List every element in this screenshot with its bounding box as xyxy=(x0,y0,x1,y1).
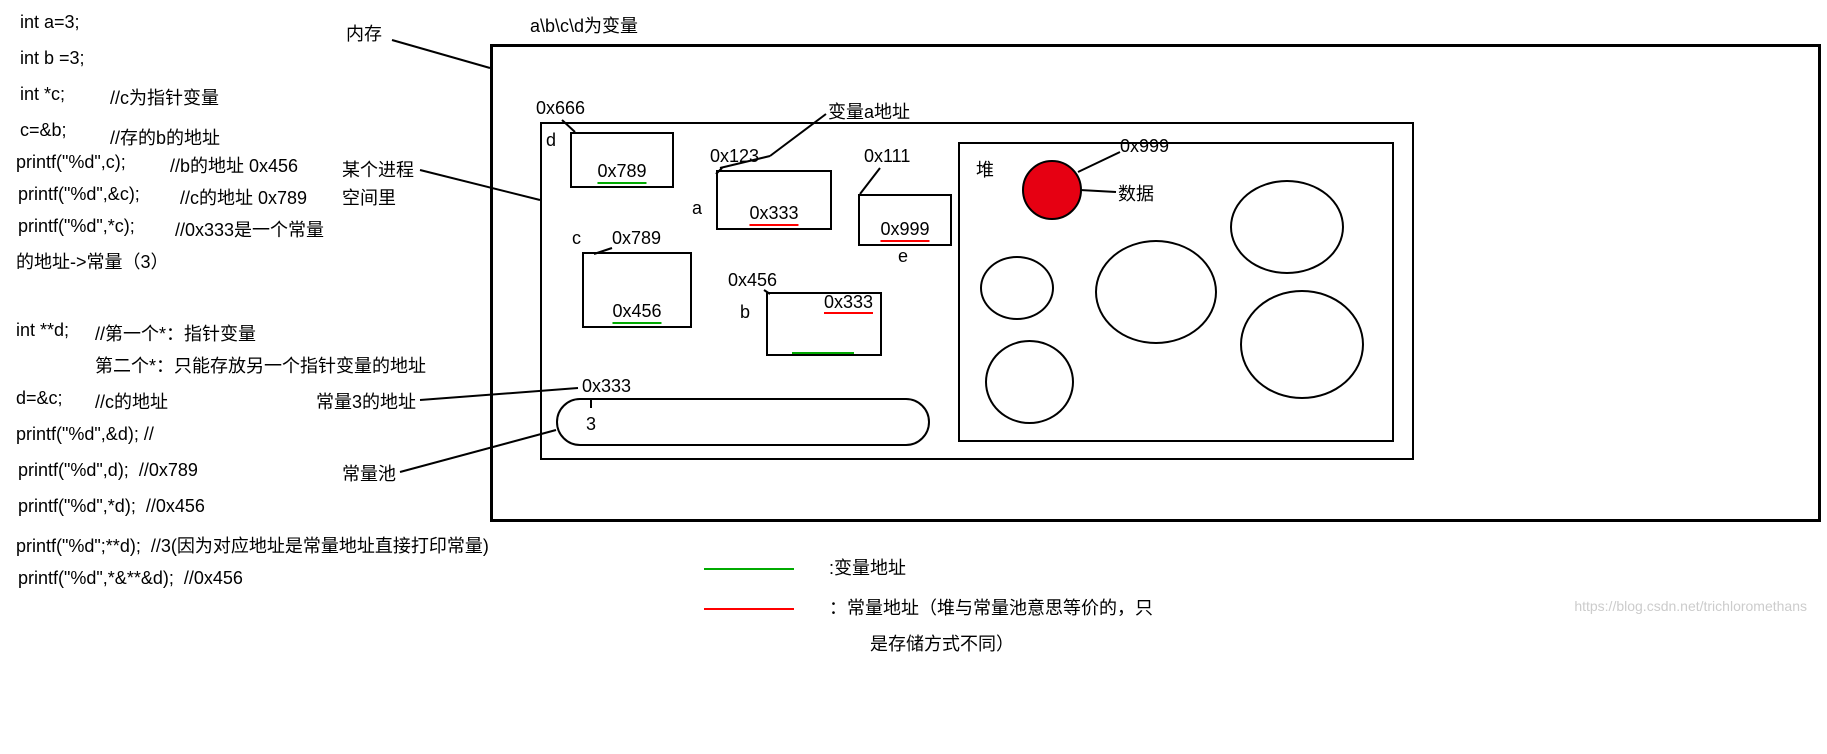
box-b-green-ul xyxy=(792,352,854,354)
box-d: 0x789 xyxy=(570,132,674,188)
heap-red-circle xyxy=(1022,160,1082,220)
code-l5a: printf("%d",c); xyxy=(16,152,126,173)
code-l9b: //第一个*：指针变量 xyxy=(95,320,256,346)
heap-circle-4 xyxy=(1240,290,1364,399)
box-d-addr: 0x666 xyxy=(536,98,585,119)
box-a-addr: 0x123 xyxy=(710,146,759,167)
box-e: 0x999 xyxy=(858,194,952,246)
code-l5b: //b的地址 0x456 xyxy=(170,152,298,178)
code-l1: int a=3; xyxy=(20,12,80,33)
const-value: 3 xyxy=(586,414,596,435)
heap-circle-3 xyxy=(1095,240,1217,344)
code-l7a: printf("%d",*c); xyxy=(18,216,135,237)
legend-green-line xyxy=(704,568,794,570)
const-addr-label: 常量3的地址 xyxy=(316,388,416,414)
topnote-label: a\b\c\d为变量 xyxy=(530,12,638,38)
code-l12: printf("%d",&d); // xyxy=(16,424,154,445)
heap-addr-label: 0x999 xyxy=(1120,136,1169,157)
const-addr-text: 0x333 xyxy=(582,376,631,397)
box-c-value: 0x456 xyxy=(612,301,661,324)
box-a-value: 0x333 xyxy=(749,203,798,226)
code-l4b: //存的b的地址 xyxy=(110,124,220,150)
code-l7b: //0x333是一个常量 xyxy=(175,216,324,242)
legend-green-text: :变量地址 xyxy=(829,558,906,578)
heap-circle-1 xyxy=(1230,180,1344,274)
legend-red-row: ：常量地址（堆与常量池意思等价的，只 xyxy=(704,594,1153,620)
const-pool-label: 常量池 xyxy=(342,460,396,486)
legend-red-text: ：常量地址（堆与常量池意思等价的，只 xyxy=(829,598,1153,618)
code-l3b: //c为指针变量 xyxy=(110,84,219,110)
code-l11a: d=&c; xyxy=(16,388,63,409)
memory-label: 内存 xyxy=(346,20,382,46)
box-a: 0x333 xyxy=(716,170,832,230)
code-l3a: int *c; xyxy=(20,84,65,105)
heap-label: 堆 xyxy=(976,156,994,182)
code-l15: printf("%d";**d); //3(因为对应地址是常量地址直接打印常量) xyxy=(16,532,489,558)
box-b-value: 0x333 xyxy=(824,292,873,314)
code-l16: printf("%d",*&**&d); //0x456 xyxy=(18,568,243,589)
code-l6b: //c的地址 0x789 xyxy=(180,184,307,210)
box-b: 0x333 xyxy=(766,292,882,356)
box-b-name: b xyxy=(740,302,750,323)
var-a-addr-label: 变量a地址 xyxy=(828,98,910,124)
heap-circle-2 xyxy=(980,256,1054,320)
box-c-addr: 0x789 xyxy=(612,228,661,249)
process-space-label: 空间里 xyxy=(342,184,396,210)
code-l2: int b =3; xyxy=(20,48,85,69)
watermark-text: https://blog.csdn.net/trichloromethans xyxy=(1574,598,1807,614)
legend-red-line xyxy=(704,608,794,610)
code-l8: 的地址->常量（3） xyxy=(16,248,169,274)
code-l9a: int **d; xyxy=(16,320,69,341)
box-e-addr: 0x111 xyxy=(864,146,910,167)
code-l11b: //c的地址 xyxy=(95,388,168,414)
process-label: 某个进程 xyxy=(342,156,414,182)
box-c: 0x456 xyxy=(582,252,692,328)
code-l10: 第二个*：只能存放另一个指针变量的地址 xyxy=(95,352,426,378)
const-pool-pill xyxy=(556,398,930,446)
code-l6a: printf("%d",&c); xyxy=(18,184,140,205)
box-d-value: 0x789 xyxy=(597,161,646,184)
code-l14: printf("%d",*d); //0x456 xyxy=(18,496,205,517)
const-tick xyxy=(590,398,592,408)
box-b-addr: 0x456 xyxy=(728,270,777,291)
box-d-name: d xyxy=(546,130,556,151)
box-c-name: c xyxy=(572,228,581,249)
box-a-name: a xyxy=(692,198,702,219)
box-e-name: e xyxy=(898,246,908,267)
code-l13: printf("%d",d); //0x789 xyxy=(18,460,198,481)
heap-circle-5 xyxy=(985,340,1074,424)
box-e-value: 0x999 xyxy=(880,219,929,242)
heap-data-label: 数据 xyxy=(1118,180,1154,206)
code-l4a: c=&b; xyxy=(20,120,67,141)
legend-red-text2: 是存储方式不同） xyxy=(870,630,1014,656)
legend-green-row: :变量地址 xyxy=(704,554,906,580)
